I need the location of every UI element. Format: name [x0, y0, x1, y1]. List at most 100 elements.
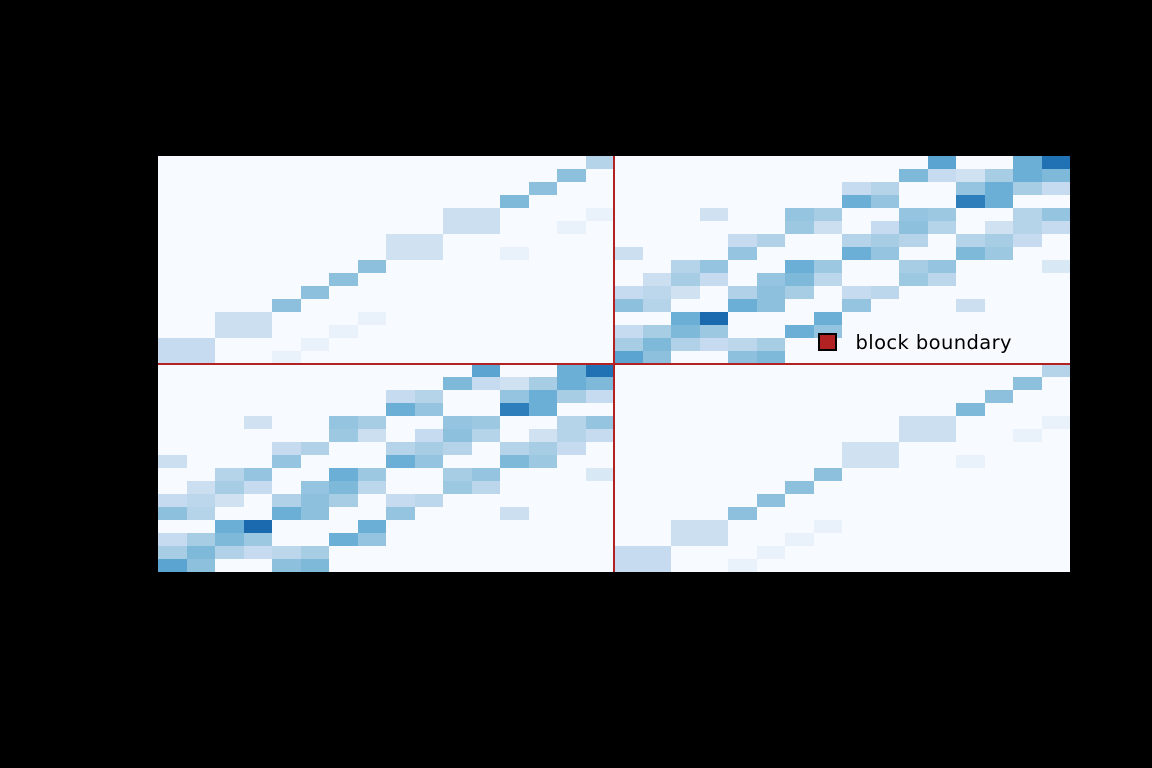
heatmap-cell [215, 533, 244, 546]
heatmap-cell [870, 533, 899, 546]
heatmap-cell [699, 546, 728, 559]
heatmap-cell [158, 351, 187, 364]
block-boundary-legend-marker-icon [818, 332, 837, 352]
heatmap-cell [642, 208, 671, 221]
heatmap-cell [785, 221, 814, 234]
heatmap-cell [956, 338, 985, 351]
heatmap-cell [557, 234, 586, 247]
heatmap-cell [870, 442, 899, 455]
heatmap-cell [186, 455, 215, 468]
heatmap-cell [215, 325, 244, 338]
heatmap-cell [329, 442, 358, 455]
heatmap-cell [386, 260, 415, 273]
heatmap-cell [557, 546, 586, 559]
heatmap-cell [614, 403, 643, 416]
heatmap-cell [243, 546, 272, 559]
heatmap-cell [500, 208, 529, 221]
heatmap-cell [585, 286, 614, 299]
heatmap-cell [585, 325, 614, 338]
heatmap-cell [500, 156, 529, 169]
heatmap-cell [272, 338, 301, 351]
heatmap-cell [614, 234, 643, 247]
heatmap-cell [471, 247, 500, 260]
heatmap-cell [272, 182, 301, 195]
heatmap-cell [813, 273, 842, 286]
heatmap-cell [414, 364, 443, 377]
heatmap-cell [1041, 559, 1070, 572]
heatmap-cell [671, 338, 700, 351]
heatmap-cell [1013, 429, 1042, 442]
heatmap-cell [186, 338, 215, 351]
heatmap-cell [557, 416, 586, 429]
heatmap-cell [614, 312, 643, 325]
heatmap-cell [614, 455, 643, 468]
heatmap-cell [956, 312, 985, 325]
heatmap-cell [500, 494, 529, 507]
heatmap-cell [443, 338, 472, 351]
heatmap-cell [500, 182, 529, 195]
heatmap-cell [300, 494, 329, 507]
heatmap-cell [956, 208, 985, 221]
heatmap-cell [899, 533, 928, 546]
heatmap-cell [443, 182, 472, 195]
heatmap-cell [728, 364, 757, 377]
heatmap-cell [528, 559, 557, 572]
heatmap-cell [414, 468, 443, 481]
heatmap-cell [386, 221, 415, 234]
heatmap-cell [386, 546, 415, 559]
heatmap-cell [870, 286, 899, 299]
heatmap-cell [642, 520, 671, 533]
heatmap-cell [243, 494, 272, 507]
heatmap-cell [927, 247, 956, 260]
heatmap-cell [728, 182, 757, 195]
legend-label: block boundary [855, 330, 1012, 354]
heatmap-cell [414, 546, 443, 559]
heatmap-cell [899, 182, 928, 195]
heatmap-cell [1013, 481, 1042, 494]
heatmap-cell [756, 494, 785, 507]
heatmap-cell [899, 234, 928, 247]
heatmap-cell [386, 520, 415, 533]
heatmap-cell [842, 364, 871, 377]
heatmap-cell [243, 481, 272, 494]
heatmap-cell [984, 377, 1013, 390]
heatmap-cell [813, 442, 842, 455]
heatmap-cell [186, 234, 215, 247]
heatmap-cell [443, 429, 472, 442]
heatmap-cell [870, 195, 899, 208]
heatmap-cell [272, 468, 301, 481]
heatmap-cell [899, 299, 928, 312]
heatmap-cell [842, 299, 871, 312]
heatmap-cell [443, 247, 472, 260]
heatmap-cell [984, 234, 1013, 247]
heatmap-cell [272, 286, 301, 299]
heatmap-cell [386, 325, 415, 338]
heatmap-cell [671, 286, 700, 299]
heatmap-cell [500, 533, 529, 546]
heatmap-cell [984, 325, 1013, 338]
heatmap-cell [813, 169, 842, 182]
heatmap-cell [785, 533, 814, 546]
heatmap-cell [300, 455, 329, 468]
heatmap-cell [1013, 494, 1042, 507]
heatmap-cell [642, 416, 671, 429]
heatmap-cell [471, 429, 500, 442]
heatmap-cell [528, 364, 557, 377]
heatmap-cell [671, 234, 700, 247]
heatmap-cell [1041, 312, 1070, 325]
heatmap-cell [215, 390, 244, 403]
heatmap-cell [899, 169, 928, 182]
heatmap-cell [329, 468, 358, 481]
heatmap-cell [471, 377, 500, 390]
heatmap-cell [528, 455, 557, 468]
heatmap-cell [414, 247, 443, 260]
heatmap-cell [899, 312, 928, 325]
heatmap-cell [1041, 377, 1070, 390]
heatmap-cell [842, 273, 871, 286]
heatmap-cell [671, 546, 700, 559]
block-boundary-hline [158, 362, 1070, 366]
heatmap-cell [585, 481, 614, 494]
heatmap-cell [870, 364, 899, 377]
heatmap-cell [1013, 546, 1042, 559]
heatmap-cell [357, 403, 386, 416]
